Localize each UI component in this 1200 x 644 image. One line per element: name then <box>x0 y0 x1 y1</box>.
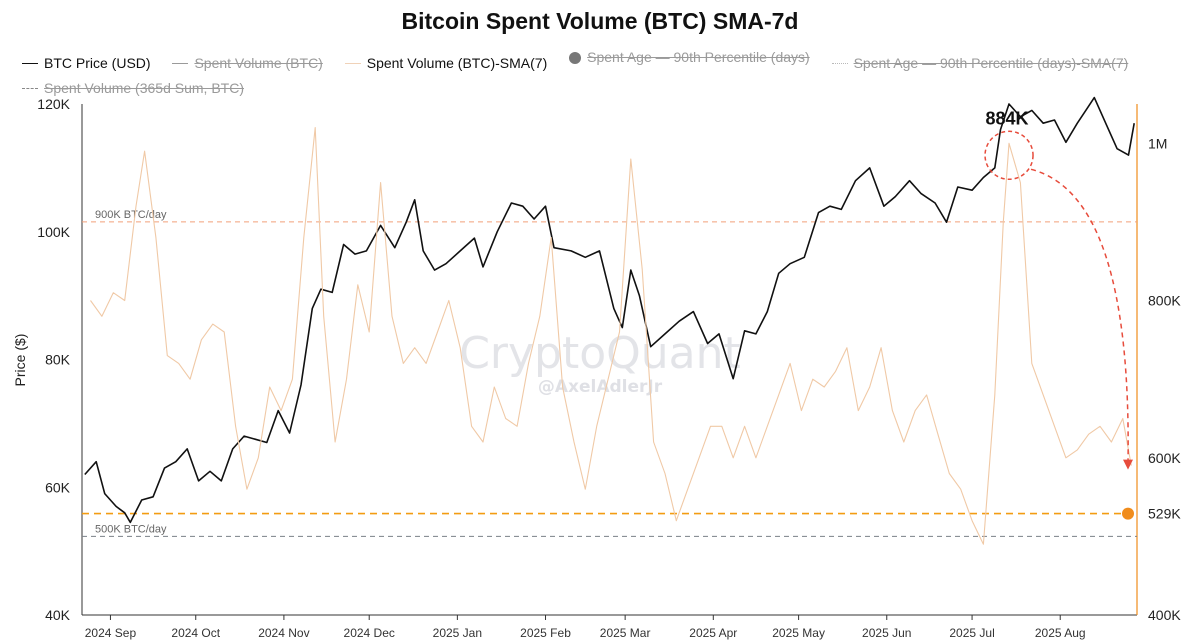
legend-swatch-line <box>344 62 361 64</box>
y-axis-title: Price ($) <box>12 334 28 387</box>
y2-tick-label: 1M <box>1148 135 1167 151</box>
x-tick-label: 2024 Nov <box>258 626 309 640</box>
y-tick-label: 60K <box>45 479 71 495</box>
y-tick-label: 80K <box>45 352 71 368</box>
legend-label: Spent Volume (BTC) <box>194 54 323 71</box>
legend-swatch-dashed <box>22 87 38 89</box>
legend-label: Spent Age — 90th Percentile (days)-SMA(7… <box>853 54 1129 71</box>
y2-tick-label: 400K <box>1148 607 1181 623</box>
end-marker <box>1122 507 1134 520</box>
chart-title: Bitcoin Spent Volume (BTC) SMA-7d <box>401 8 799 34</box>
legend-item-spent-volume-sma[interactable]: Spent Volume (BTC)-SMA(7) <box>344 53 548 74</box>
legend-swatch-line <box>172 62 189 64</box>
y-tick-label: 120K <box>37 96 70 112</box>
x-tick-label: 2024 Sep <box>85 626 137 640</box>
x-tick-label: 2025 Jun <box>862 626 911 640</box>
legend-label: Spent Volume (BTC)-SMA(7) <box>366 54 548 71</box>
x-tick-label: 2025 Jan <box>433 626 482 640</box>
peak-circle <box>984 130 1034 181</box>
legend: BTC Price (USD) Spent Volume (BTC) Spent… <box>22 47 1182 99</box>
btc-price-line <box>84 96 1135 524</box>
legend-label: BTC Price (USD) <box>44 54 151 71</box>
peak-label: 884K <box>986 108 1029 128</box>
watermark-handle: @AxelAdlerJr <box>538 377 663 397</box>
arrow-head <box>1123 459 1133 470</box>
x-tick-label: 2025 Jul <box>949 626 994 640</box>
x-tick-label: 2025 May <box>772 626 825 640</box>
legend-label: Spent Age — 90th Percentile (days) <box>587 49 810 65</box>
legend-item-spent-age[interactable]: Spent Age — 90th Percentile (days) <box>569 47 810 68</box>
arrow-path <box>1030 168 1129 464</box>
legend-swatch-dot <box>569 51 582 64</box>
reference-line-label: 500K BTC/day <box>95 523 167 535</box>
x-tick-label: 2025 Feb <box>520 626 571 640</box>
x-tick-label: 2025 Aug <box>1035 626 1086 640</box>
x-tick-label: 2025 Apr <box>689 626 737 640</box>
watermark-logo: CryptoQuant <box>459 328 741 379</box>
y-tick-label: 40K <box>45 607 71 623</box>
x-tick-label: 2025 Mar <box>600 626 651 640</box>
legend-swatch-dotted <box>831 62 848 64</box>
reference-line-label: 900K BTC/day <box>95 209 167 221</box>
legend-swatch-line <box>22 62 38 64</box>
x-tick-label: 2024 Oct <box>171 626 220 640</box>
spent-volume-sma-line <box>90 127 1132 545</box>
y-tick-label: 100K <box>37 224 70 240</box>
end-marker-label: 529K <box>1148 506 1181 522</box>
legend-item-btc-price[interactable]: BTC Price (USD) <box>22 53 151 74</box>
legend-label: Spent Volume (365d Sum, BTC) <box>44 79 244 96</box>
legend-item-spent-volume-365d[interactable]: Spent Volume (365d Sum, BTC) <box>22 78 244 99</box>
legend-item-spent-age-sma[interactable]: Spent Age — 90th Percentile (days)-SMA(7… <box>831 53 1129 74</box>
y2-tick-label: 600K <box>1148 450 1181 466</box>
y2-tick-label: 800K <box>1148 293 1181 309</box>
legend-item-spent-volume[interactable]: Spent Volume (BTC) <box>172 53 323 74</box>
x-tick-label: 2024 Dec <box>344 626 395 640</box>
